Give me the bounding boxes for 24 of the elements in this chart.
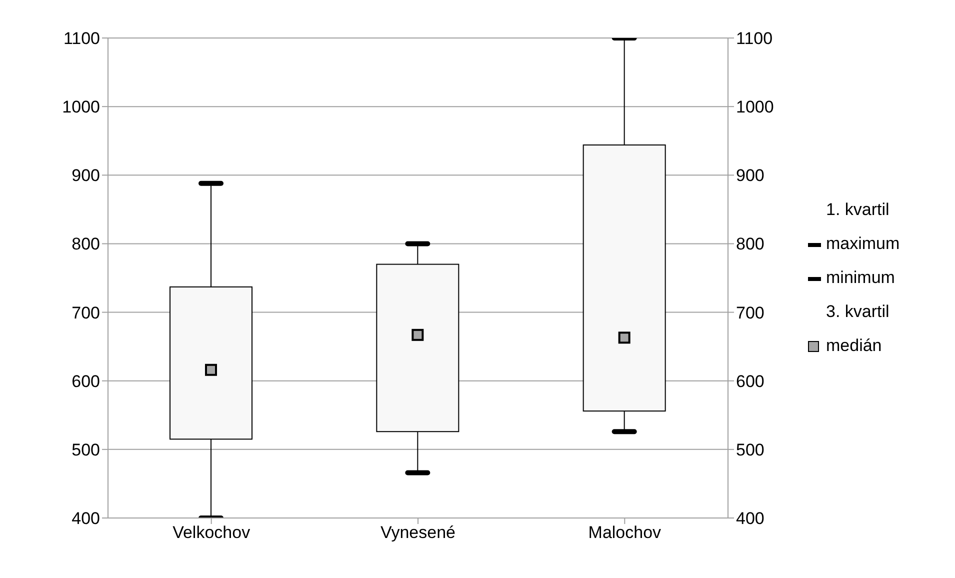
x-tick-label: Malochov — [588, 523, 662, 542]
y2-tick-label: 900 — [736, 166, 764, 186]
y2-tick-label: 500 — [736, 440, 764, 460]
y2-tick-label: 700 — [736, 303, 764, 322]
y-tick-label: 700 — [72, 303, 100, 322]
text: 3. kvartil — [825, 301, 890, 323]
text: minimum — [825, 267, 896, 289]
y2-tick-label: 1000 — [736, 98, 774, 117]
y2-tick-label: 1100 — [736, 29, 773, 48]
y-tick-label: 600 — [72, 372, 100, 391]
text: maximum — [825, 233, 900, 255]
y2-tick-label: 600 — [736, 372, 764, 391]
y2-tick-label: 800 — [736, 234, 764, 254]
x-tick-label: Vynesené — [380, 523, 456, 542]
text: medián — [825, 335, 883, 357]
y-tick-label: 800 — [72, 234, 100, 254]
y-tick-label: 900 — [72, 166, 100, 186]
x-tick-label: Velkochov — [172, 523, 251, 542]
y-tick-label: 1000 — [62, 98, 100, 117]
y-tick-label: 500 — [72, 440, 100, 460]
y-tick-label: 400 — [72, 509, 100, 528]
y2-tick-label: 400 — [736, 509, 764, 528]
y-tick-label: 1100 — [63, 29, 100, 48]
text: 1. kvartil — [825, 199, 890, 221]
